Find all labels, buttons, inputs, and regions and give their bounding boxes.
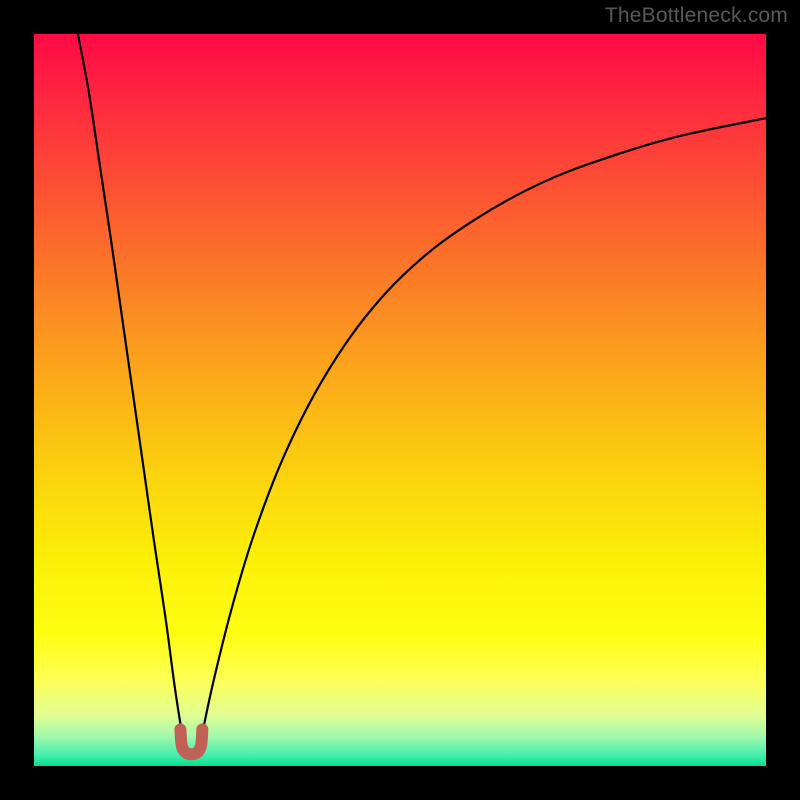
background-gradient	[34, 34, 766, 766]
plot-area	[34, 34, 766, 766]
figure-container: TheBottleneck.com	[0, 0, 800, 800]
watermark-text: TheBottleneck.com	[605, 4, 788, 28]
